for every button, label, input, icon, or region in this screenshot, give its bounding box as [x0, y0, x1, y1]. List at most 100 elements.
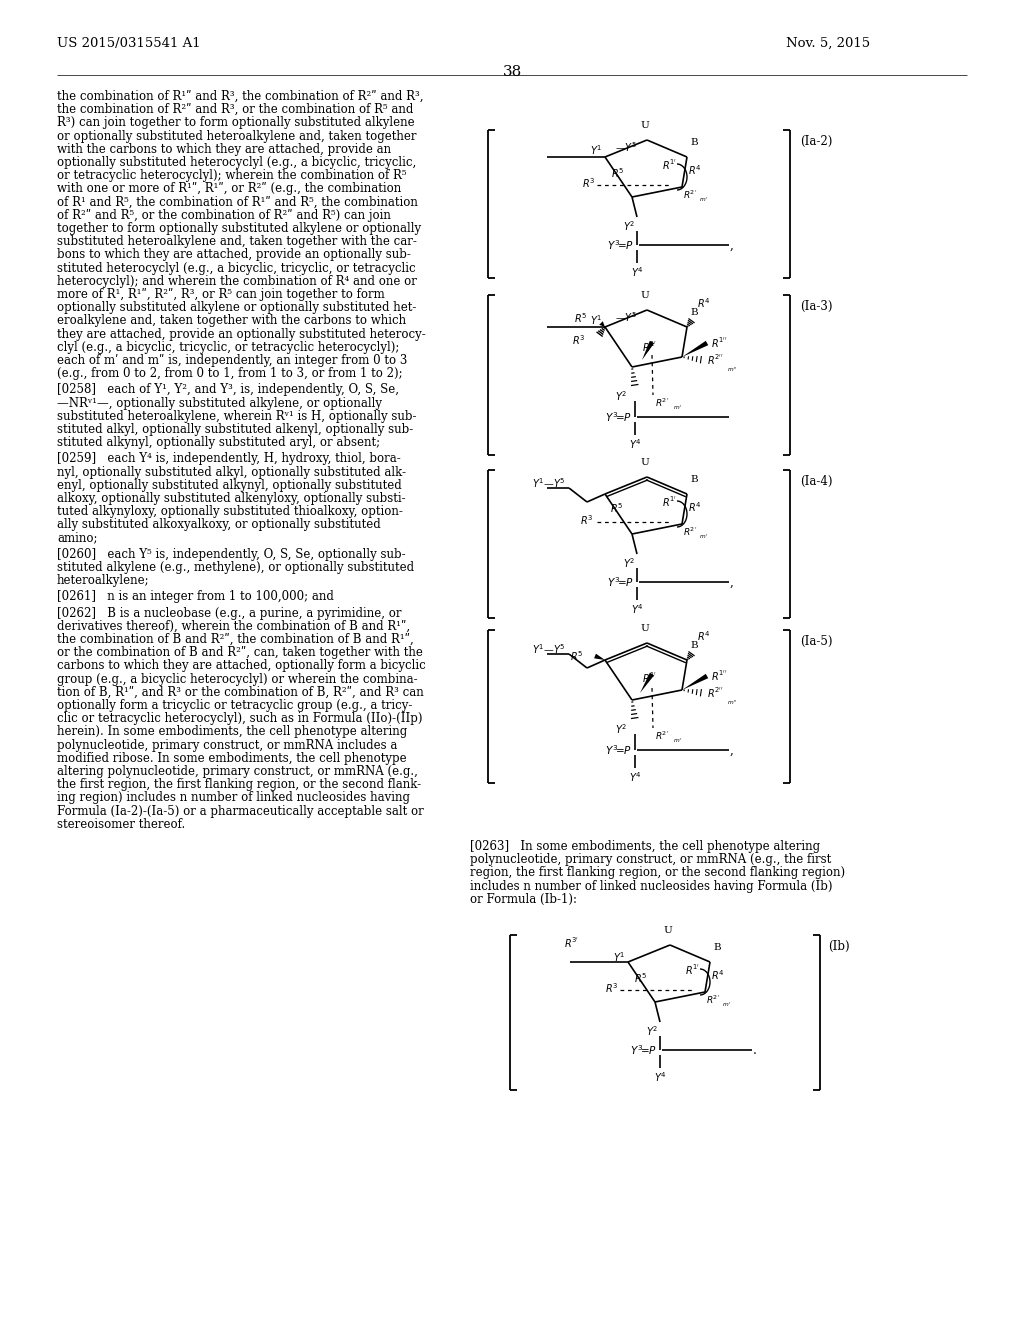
Text: $R^5$: $R^5$ [573, 312, 587, 325]
Text: optionally substituted alkylene or optionally substituted het-: optionally substituted alkylene or optio… [57, 301, 417, 314]
Text: or Formula (Ib-1):: or Formula (Ib-1): [470, 892, 577, 906]
Text: $R^{2'}$: $R^{2'}$ [683, 189, 697, 202]
Text: ,: , [730, 576, 734, 589]
Text: 38: 38 [503, 65, 521, 79]
Text: $Y^4$: $Y^4$ [653, 1071, 667, 1084]
Text: heterocyclyl); and wherein the combination of R⁴ and one or: heterocyclyl); and wherein the combinati… [57, 275, 417, 288]
Text: $Y^4$: $Y^4$ [629, 770, 641, 784]
Text: clic or tetracyclic heterocyclyl), such as in Formula (IIo)-(IIp): clic or tetracyclic heterocyclyl), such … [57, 713, 423, 725]
Text: $Y^2$: $Y^2$ [646, 1024, 658, 1038]
Text: [0259]   each Y⁴ is, independently, H, hydroxy, thiol, bora-: [0259] each Y⁴ is, independently, H, hyd… [57, 453, 400, 466]
Text: Formula (Ia-2)-(Ia-5) or a pharmaceutically acceptable salt or: Formula (Ia-2)-(Ia-5) or a pharmaceutica… [57, 805, 424, 817]
Text: optionally form a tricyclic or tetracyclic group (e.g., a tricy-: optionally form a tricyclic or tetracycl… [57, 700, 413, 711]
Polygon shape [682, 673, 709, 690]
Text: Nov. 5, 2015: Nov. 5, 2015 [785, 37, 870, 50]
Text: $R^{1''}$: $R^{1''}$ [711, 669, 727, 684]
Text: $Y^2$: $Y^2$ [623, 556, 635, 570]
Text: $R^{3'}$: $R^{3'}$ [564, 936, 580, 950]
Text: polynucleotide, primary construct, or mmRNA includes a: polynucleotide, primary construct, or mm… [57, 739, 397, 751]
Text: $R^5$: $R^5$ [611, 166, 625, 180]
Text: $Y^4$: $Y^4$ [629, 437, 641, 451]
Text: [0260]   each Y⁵ is, independently, O, S, Se, optionally sub-: [0260] each Y⁵ is, independently, O, S, … [57, 548, 406, 561]
Text: substituted heteroalkylene, wherein Rᵛ¹ is H, optionally sub-: substituted heteroalkylene, wherein Rᵛ¹ … [57, 409, 417, 422]
Text: (Ib): (Ib) [828, 940, 850, 953]
Text: $R^{1'}$: $R^{1'}$ [662, 158, 677, 172]
Text: ,: , [730, 743, 734, 756]
Text: $R^4$: $R^4$ [688, 500, 701, 513]
Text: more of R¹, R¹ʺ, R²ʺ, R³, or R⁵ can join together to form: more of R¹, R¹ʺ, R²ʺ, R³, or R⁵ can join… [57, 288, 385, 301]
Text: $R^3$: $R^3$ [582, 176, 595, 190]
Text: amino;: amino; [57, 532, 97, 545]
Text: $R^3$: $R^3$ [571, 333, 585, 347]
Text: with one or more of R¹ʺ, R¹ʺ, or R²ʺ (e.g., the combination: with one or more of R¹ʺ, R¹ʺ, or R²ʺ (e.… [57, 182, 401, 195]
Text: —$Y^5$: —$Y^5$ [615, 140, 637, 154]
Polygon shape [682, 341, 709, 356]
Text: (Ia-2): (Ia-2) [800, 135, 833, 148]
Text: $_{m''}$: $_{m''}$ [727, 698, 737, 708]
Polygon shape [594, 653, 605, 660]
Text: or tetracyclic heterocyclyl); wherein the combination of R⁵: or tetracyclic heterocyclyl); wherein th… [57, 169, 407, 182]
Text: ally substituted alkoxyalkoxy, or optionally substituted: ally substituted alkoxyalkoxy, or option… [57, 519, 381, 532]
Text: $R^5$: $R^5$ [610, 502, 624, 515]
Text: the first region, the first flanking region, or the second flank-: the first region, the first flanking reg… [57, 779, 421, 791]
Text: $R^{1'}$: $R^{1'}$ [662, 495, 677, 510]
Text: stituted alkylene (e.g., methylene), or optionally substituted: stituted alkylene (e.g., methylene), or … [57, 561, 414, 574]
Text: together to form optionally substituted alkylene or optionally: together to form optionally substituted … [57, 222, 421, 235]
Text: [0261]   n is an integer from 1 to 100,000; and: [0261] n is an integer from 1 to 100,000… [57, 590, 334, 603]
Text: $R^5$: $R^5$ [634, 972, 647, 985]
Text: $Y^2$: $Y^2$ [614, 722, 627, 735]
Text: region, the first flanking region, or the second flanking region): region, the first flanking region, or th… [470, 866, 845, 879]
Text: R³) can join together to form optionally substituted alkylene: R³) can join together to form optionally… [57, 116, 415, 129]
Text: $R^3$: $R^3$ [580, 513, 593, 527]
Text: each of mʹ and mʺ is, independently, an integer from 0 to 3: each of mʹ and mʺ is, independently, an … [57, 354, 408, 367]
Text: $_{m'}$: $_{m'}$ [699, 195, 709, 203]
Text: $R^{2'}$: $R^{2'}$ [655, 397, 669, 409]
Text: $_{m''}$: $_{m''}$ [727, 366, 737, 374]
Text: [0263]   In some embodiments, the cell phenotype altering: [0263] In some embodiments, the cell phe… [470, 840, 820, 853]
Text: $_{m'}$: $_{m'}$ [673, 403, 682, 412]
Text: tion of B, R¹ʺ, and R³ or the combination of B, R²ʺ, and R³ can: tion of B, R¹ʺ, and R³ or the combinatio… [57, 686, 424, 698]
Text: U: U [641, 624, 649, 634]
Text: carbons to which they are attached, optionally form a bicyclic: carbons to which they are attached, opti… [57, 660, 426, 672]
Text: ,: , [730, 239, 734, 252]
Text: $Y^1$: $Y^1$ [590, 143, 602, 157]
Text: $Y^1$: $Y^1$ [590, 313, 602, 327]
Text: stituted alkyl, optionally substituted alkenyl, optionally sub-: stituted alkyl, optionally substituted a… [57, 422, 414, 436]
Text: $_{m'}$: $_{m'}$ [722, 1001, 731, 1008]
Text: $Y^1$—$Y^5$: $Y^1$—$Y^5$ [532, 642, 566, 656]
Text: B: B [690, 642, 697, 649]
Text: herein). In some embodiments, the cell phenotype altering: herein). In some embodiments, the cell p… [57, 726, 408, 738]
Text: $R^{1'}$: $R^{1'}$ [685, 962, 700, 977]
Text: $R^5$: $R^5$ [569, 649, 583, 663]
Text: clyl (e.g., a bicyclic, tricyclic, or tetracyclic heterocyclyl);: clyl (e.g., a bicyclic, tricyclic, or te… [57, 341, 399, 354]
Text: $Y^2$: $Y^2$ [614, 389, 627, 403]
Text: stereoisomer thereof.: stereoisomer thereof. [57, 818, 185, 830]
Polygon shape [599, 321, 605, 327]
Text: with the carbons to which they are attached, provide an: with the carbons to which they are attac… [57, 143, 391, 156]
Text: $Y^1$—$Y^5$: $Y^1$—$Y^5$ [532, 477, 566, 490]
Text: —NRᵛ¹—, optionally substituted alkylene, or optionally: —NRᵛ¹—, optionally substituted alkylene,… [57, 396, 382, 409]
Text: $R^4$: $R^4$ [711, 968, 725, 982]
Text: $Y^3\!\!=\!\!P$: $Y^3\!\!=\!\!P$ [605, 411, 631, 424]
Text: of R²ʺ and R⁵, or the combination of R²ʺ and R⁵) can join: of R²ʺ and R⁵, or the combination of R²ʺ… [57, 209, 391, 222]
Text: or optionally substituted heteroalkylene and, taken together: or optionally substituted heteroalkylene… [57, 129, 417, 143]
Polygon shape [642, 341, 654, 360]
Text: $R^{2'}$: $R^{2'}$ [683, 525, 697, 539]
Text: $Y^2$: $Y^2$ [623, 219, 635, 232]
Text: stituted alkynyl, optionally substituted aryl, or absent;: stituted alkynyl, optionally substituted… [57, 436, 380, 449]
Text: $Y^4$: $Y^4$ [631, 602, 643, 616]
Text: $_{m'}$: $_{m'}$ [699, 532, 709, 541]
Text: eroalkylene and, taken together with the carbons to which: eroalkylene and, taken together with the… [57, 314, 407, 327]
Text: $Y^4$: $Y^4$ [631, 265, 643, 279]
Text: nyl, optionally substituted alkyl, optionally substituted alk-: nyl, optionally substituted alkyl, optio… [57, 466, 406, 479]
Text: the combination of B and R²ʺ, the combination of B and R¹ʺ,: the combination of B and R²ʺ, the combin… [57, 634, 414, 645]
Text: B: B [690, 308, 697, 317]
Text: enyl, optionally substituted alkynyl, optionally substituted: enyl, optionally substituted alkynyl, op… [57, 479, 401, 492]
Text: $Y^3\!\!=\!\!P$: $Y^3\!\!=\!\!P$ [630, 1043, 656, 1057]
Text: ing region) includes n number of linked nucleosides having: ing region) includes n number of linked … [57, 792, 410, 804]
Text: U: U [641, 290, 649, 300]
Text: optionally substituted heterocyclyl (e.g., a bicyclic, tricyclic,: optionally substituted heterocyclyl (e.g… [57, 156, 416, 169]
Text: substituted heteroalkylene and, taken together with the car-: substituted heteroalkylene and, taken to… [57, 235, 417, 248]
Polygon shape [640, 673, 654, 693]
Text: modified ribose. In some embodiments, the cell phenotype: modified ribose. In some embodiments, th… [57, 752, 407, 764]
